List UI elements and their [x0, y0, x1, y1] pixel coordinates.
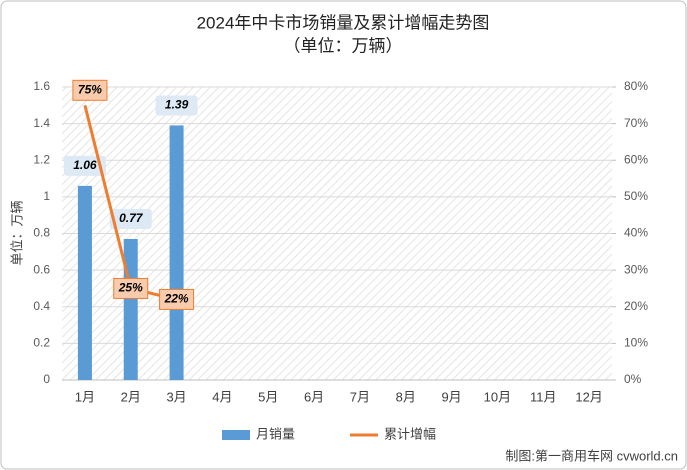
y2-tick-label: 70% — [624, 116, 648, 130]
y2-tick-label: 50% — [624, 189, 648, 203]
x-tick-label: 11月 — [530, 389, 557, 404]
y-tick-label: 0.6 — [33, 262, 50, 276]
y2-tick-label: 60% — [624, 152, 648, 166]
y-tick-label: 1.2 — [33, 152, 50, 166]
y2-tick-label: 20% — [624, 299, 648, 313]
x-tick-label: 1月 — [75, 389, 95, 404]
y2-tick-label: 40% — [624, 226, 648, 240]
bar — [123, 238, 138, 380]
legend-label: 月销量 — [256, 426, 295, 441]
bar-label: 1.06 — [73, 158, 97, 172]
y-tick-label: 0 — [43, 372, 50, 386]
y-axis-label: 单位：万辆 — [9, 200, 24, 265]
bar-label-box — [63, 155, 106, 176]
y-tick-label: 0.8 — [33, 226, 50, 240]
x-tick-label: 6月 — [304, 389, 324, 404]
bar-label-box — [155, 95, 198, 116]
y-tick-label: 0.2 — [33, 336, 50, 350]
bar-label-box — [109, 208, 152, 229]
x-tick-label: 4月 — [212, 389, 232, 404]
x-tick-label: 2月 — [121, 389, 141, 404]
bar-label: 0.77 — [119, 211, 144, 225]
y-tick-label: 0.4 — [33, 299, 50, 313]
line-label: 75% — [78, 82, 102, 96]
line-label: 25% — [118, 281, 143, 295]
bar — [77, 185, 92, 380]
legend-swatch — [222, 430, 250, 440]
source: 制图:第一商用车网 cvworld.cn — [505, 448, 678, 463]
x-tick-label: 7月 — [350, 389, 370, 404]
y2-tick-label: 0% — [624, 372, 642, 386]
line-label: 22% — [164, 292, 189, 306]
legend-label: 累计增幅 — [384, 426, 436, 441]
chart-subtitle: （单位：万辆） — [284, 36, 403, 55]
x-tick-label: 8月 — [396, 389, 416, 404]
x-tick-label: 3月 — [166, 389, 186, 404]
x-tick-label: 10月 — [484, 389, 511, 404]
y2-tick-label: 30% — [624, 262, 648, 276]
x-tick-label: 5月 — [258, 389, 278, 404]
x-tick-label: 12月 — [575, 389, 602, 404]
line-label-box — [159, 288, 195, 310]
y2-tick-label: 80% — [624, 79, 648, 93]
y-tick-label: 1.6 — [33, 79, 50, 93]
y-tick-label: 1 — [43, 189, 50, 203]
y2-tick-label: 10% — [624, 336, 648, 350]
line-label-box — [113, 277, 149, 299]
chart-title: 2024年中卡市场销量及累计增幅走势图 — [197, 13, 490, 32]
line-label-box — [72, 79, 108, 101]
bar — [169, 125, 184, 380]
bar-label: 1.39 — [165, 98, 189, 112]
x-tick-label: 9月 — [441, 389, 461, 404]
y-tick-label: 1.4 — [33, 116, 50, 130]
